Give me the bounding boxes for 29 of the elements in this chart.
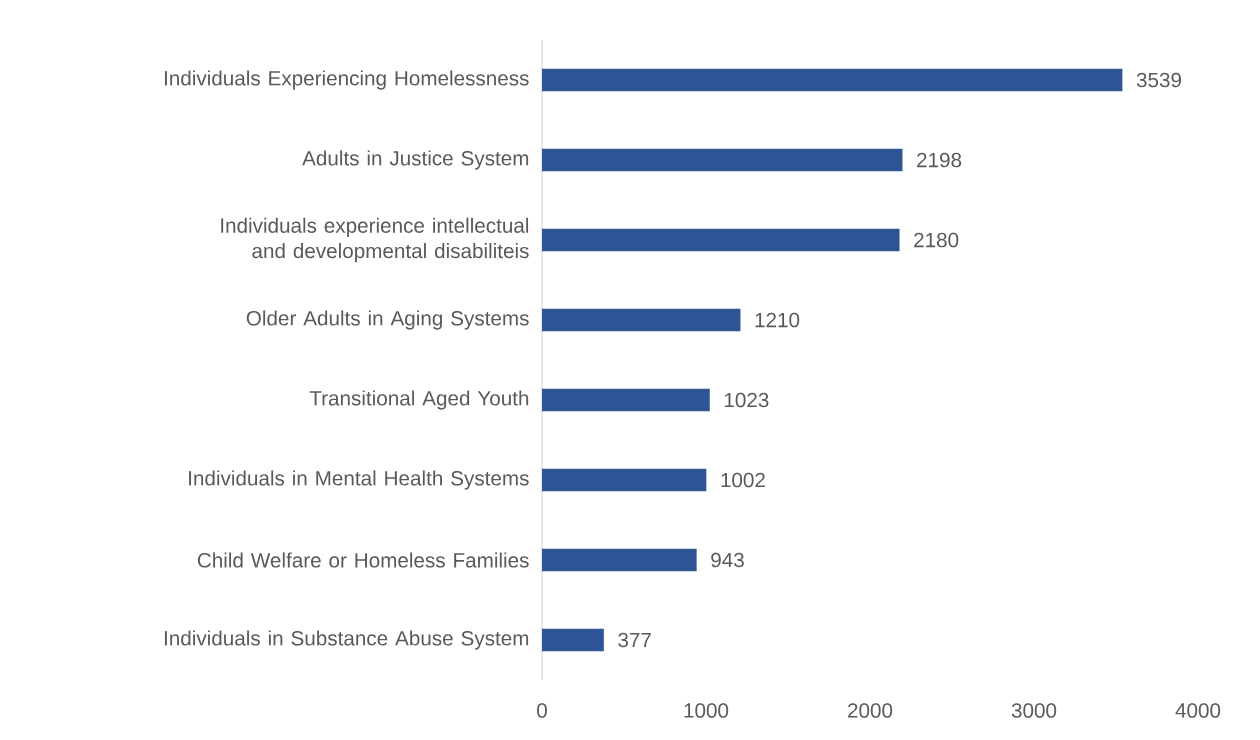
data-label: 2198 bbox=[917, 152, 962, 168]
bar bbox=[542, 308, 741, 332]
y-tick-label: Individuals Experiencing Homelessness bbox=[164, 70, 529, 90]
x-tick-label: 3000 bbox=[1011, 703, 1057, 718]
bar bbox=[542, 548, 697, 572]
y-tick-label: Individuals in Mental Health Systems bbox=[189, 470, 529, 490]
x-tick-label: 1000 bbox=[684, 703, 729, 718]
bar bbox=[542, 468, 707, 492]
y-tick-label: Child Welfare or Homeless Families bbox=[197, 552, 529, 568]
bar bbox=[542, 148, 903, 172]
y-tick-label: Individuals experience intellectual and developmental disabiliteis bbox=[221, 217, 529, 263]
data-label: 943 bbox=[711, 552, 744, 568]
x-tick-label: 2000 bbox=[848, 703, 893, 718]
data-label: 1210 bbox=[755, 312, 800, 328]
data-label: 3539 bbox=[1136, 72, 1181, 88]
y-tick-label: Transitional Aged Youth bbox=[309, 390, 529, 410]
bar bbox=[542, 68, 1123, 92]
x-tick-label: 4000 bbox=[1175, 703, 1221, 718]
bar bbox=[542, 228, 900, 252]
data-label: 1002 bbox=[721, 472, 765, 488]
y-tick-label: Older Adults in Aging Systems bbox=[246, 310, 529, 330]
x-tick-label: 0 bbox=[537, 703, 547, 718]
y-tick-label: Individuals in Substance Abuse System bbox=[164, 630, 529, 650]
y-tick-label: Adults in Justice System bbox=[302, 150, 529, 170]
bar bbox=[542, 628, 604, 652]
data-label: 377 bbox=[618, 632, 651, 648]
data-label: 2180 bbox=[914, 232, 959, 248]
bar bbox=[542, 388, 710, 412]
data-label: 1023 bbox=[724, 392, 769, 408]
